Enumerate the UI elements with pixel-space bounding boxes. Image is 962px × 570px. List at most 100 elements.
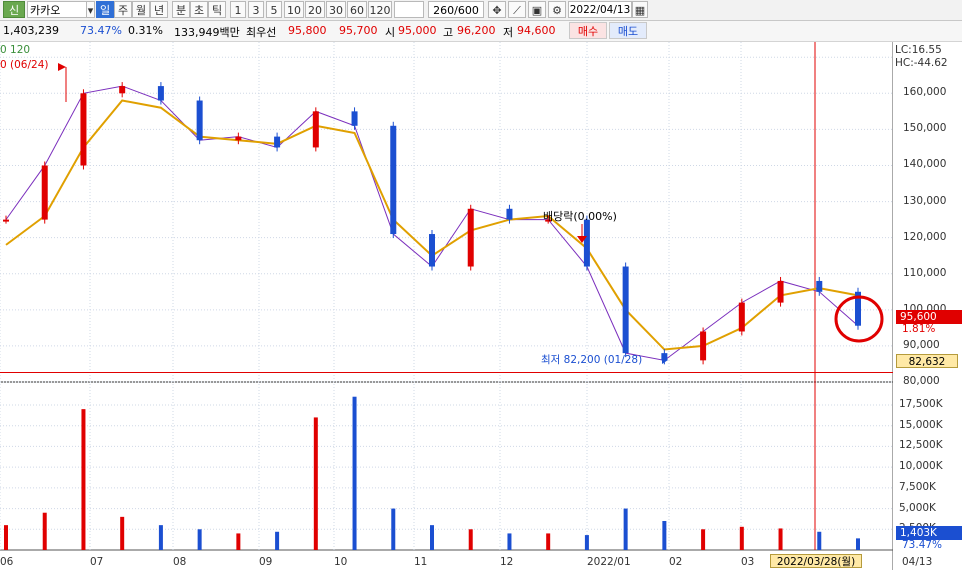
interval-30[interactable]: 30: [326, 1, 346, 18]
volume-pct-tag: 73.47%: [902, 539, 943, 551]
volume-tick-label: 12,500K: [899, 439, 943, 452]
turnover-amount: 133,949백만: [174, 26, 240, 39]
low-arrow-icon: [662, 356, 668, 364]
volume-bar: [739, 526, 744, 550]
lc-label: LC:16.55: [895, 44, 942, 56]
price-tick-label: 130,000: [903, 194, 947, 207]
volume-bar: [42, 512, 47, 550]
x-tick-label: 06: [0, 556, 14, 568]
close-line: [5, 85, 859, 361]
candle: [157, 86, 164, 101]
volume-bar: [158, 525, 163, 550]
candle: [816, 280, 823, 292]
tab-period-day[interactable]: 일: [96, 1, 114, 18]
save-icon[interactable]: ▣: [528, 1, 546, 18]
crosshair-date-tag: 2022/03/28(월): [770, 554, 862, 568]
range-field[interactable]: 260/600: [428, 1, 484, 18]
tab-period-minute[interactable]: 분: [172, 1, 190, 18]
ma-legend: 0 120: [0, 44, 31, 56]
candle: [700, 331, 707, 361]
move-chart-icon[interactable]: ✥: [488, 1, 506, 18]
volume-bar: [856, 538, 860, 550]
volume-bar: [313, 417, 318, 550]
current-price-tag: 95,600: [896, 310, 962, 324]
volume-bar: [546, 533, 551, 550]
date-field[interactable]: 2022/04/13: [568, 1, 632, 18]
x-tick-label: 2022/01: [587, 556, 631, 568]
interval-5[interactable]: 5: [266, 1, 282, 18]
candle: [738, 302, 745, 332]
volume-bar: [430, 525, 434, 550]
candle: [429, 234, 435, 267]
best-ask-label: 최우선: [246, 26, 277, 39]
open-price: 95,000: [398, 24, 437, 37]
price-tick-label: 120,000: [903, 230, 947, 243]
turnover-pct: 0.31%: [128, 24, 163, 37]
x-tick-label: 09: [259, 556, 273, 568]
price-axis: LC:16.55 HC:-44.62: [893, 42, 962, 570]
tab-period-month[interactable]: 월: [132, 1, 150, 18]
x-tick-label: 02: [669, 556, 683, 568]
price-tick-label: 90,000: [903, 338, 940, 351]
volume-tick-label: 7,500K: [899, 480, 936, 493]
interval-120[interactable]: 120: [368, 1, 392, 18]
quote-info-bar: 1,403,239 73.47% 0.31% 133,949백만 최우선 95,…: [0, 21, 962, 42]
candle: [274, 136, 281, 148]
search-dropdown-button[interactable]: ▾: [87, 1, 95, 18]
volume-bar: [701, 529, 706, 550]
buy-button[interactable]: 매수: [569, 22, 607, 39]
interval-60[interactable]: 60: [347, 1, 367, 18]
best-ask: 95,800: [288, 24, 327, 37]
interval-20[interactable]: 20: [305, 1, 325, 18]
sell-button[interactable]: 매도: [609, 22, 647, 39]
draw-line-icon[interactable]: ⟋: [508, 1, 526, 18]
settings-gear-icon[interactable]: ⚙: [548, 1, 566, 18]
toolbar: 신 카카오 ▾ 일 주 월 년 분 초 틱 1 3 5 10 20 30 60 …: [0, 0, 962, 21]
tab-period-week[interactable]: 주: [114, 1, 132, 18]
price-volume-chart[interactable]: [0, 42, 962, 570]
volume-bar: [623, 508, 628, 550]
candle: [312, 111, 319, 148]
volume-bar: [81, 409, 86, 550]
interval-3[interactable]: 3: [248, 1, 264, 18]
volume-bar: [275, 531, 280, 550]
candle: [390, 125, 397, 235]
calendar-icon[interactable]: ▦: [632, 1, 648, 18]
candle: [80, 93, 87, 166]
tab-period-second[interactable]: 초: [190, 1, 208, 18]
price-tick-label: 150,000: [903, 122, 947, 135]
hc-label: HC:-44.62: [895, 57, 948, 69]
price-tick-label: 110,000: [903, 266, 947, 279]
tab-period-year[interactable]: 년: [150, 1, 168, 18]
volume-bar: [236, 533, 241, 550]
interval-10[interactable]: 10: [284, 1, 304, 18]
candle: [467, 208, 474, 267]
period-low-marker: 최저 82,200 (01/28): [541, 354, 643, 366]
x-tick-label: 11: [414, 556, 428, 568]
volume-value: 1,403,239: [3, 24, 59, 37]
candle: [506, 208, 513, 220]
change-pct-tag: 1.81%: [902, 323, 936, 335]
highlight-circle: [834, 295, 884, 343]
volume-bar: [4, 525, 8, 550]
stock-name-field[interactable]: 카카오: [27, 1, 87, 18]
interval-1[interactable]: 1: [230, 1, 246, 18]
period-high-marker: 0 (06/24): [0, 59, 49, 71]
volume-value-tag: 1,403K: [896, 526, 962, 540]
dividend-label: 배당락(0.00%): [543, 210, 617, 223]
high-label: 고: [443, 26, 454, 39]
volume-tick-label: 17,500K: [899, 398, 943, 410]
volume-tick-label: 10,000K: [899, 460, 943, 473]
volume-tick-label: 15,000K: [899, 418, 943, 431]
high-price: 96,200: [457, 24, 496, 37]
low-label: 저: [503, 26, 514, 39]
candle: [777, 280, 784, 303]
tab-period-tick[interactable]: 틱: [208, 1, 226, 18]
line-price-tag: 82,632: [896, 354, 958, 368]
dividend-arrow-icon: [577, 236, 587, 243]
interval-custom-field[interactable]: [394, 1, 424, 18]
candle: [545, 219, 552, 222]
candle: [661, 353, 668, 361]
ma20-line: [5, 99, 859, 351]
candle: [622, 266, 629, 354]
